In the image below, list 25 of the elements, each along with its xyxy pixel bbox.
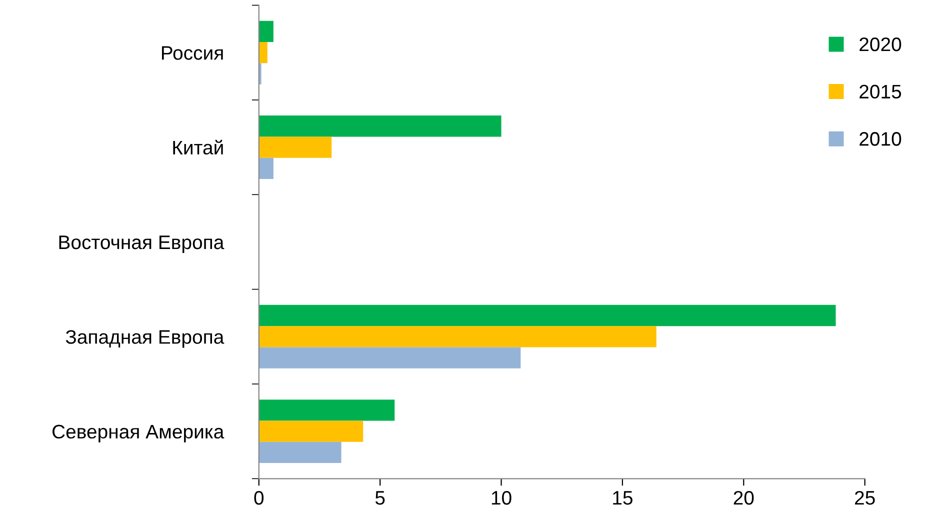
legend-label: 2020 <box>860 37 902 52</box>
x-tick-label: 0 <box>254 490 264 505</box>
bar <box>258 442 342 464</box>
x-tick-label: 10 <box>492 490 512 505</box>
y-tick-label: Восточная Европа <box>59 236 224 254</box>
y-tick-label: Северная Америка <box>52 424 224 442</box>
legend-label: 2010 <box>860 132 902 146</box>
y-tick-label: Россия <box>162 46 223 60</box>
bar <box>258 304 836 326</box>
legend-label: 2015 <box>860 84 902 99</box>
bar <box>258 400 395 421</box>
x-tick-label: 15 <box>613 491 632 505</box>
x-tick-label: 25 <box>855 490 875 505</box>
bar <box>258 326 656 348</box>
bar <box>258 42 268 64</box>
bar <box>258 116 502 137</box>
y-tick-label: Западная Европа <box>66 330 224 348</box>
y-tick-label: Китай <box>173 140 223 155</box>
bar <box>258 420 364 442</box>
x-tick-label: 20 <box>734 490 754 505</box>
bar <box>258 20 274 42</box>
bar <box>258 347 521 368</box>
x-tick-label: 5 <box>375 491 385 505</box>
bar <box>258 158 274 179</box>
bar <box>258 136 332 158</box>
